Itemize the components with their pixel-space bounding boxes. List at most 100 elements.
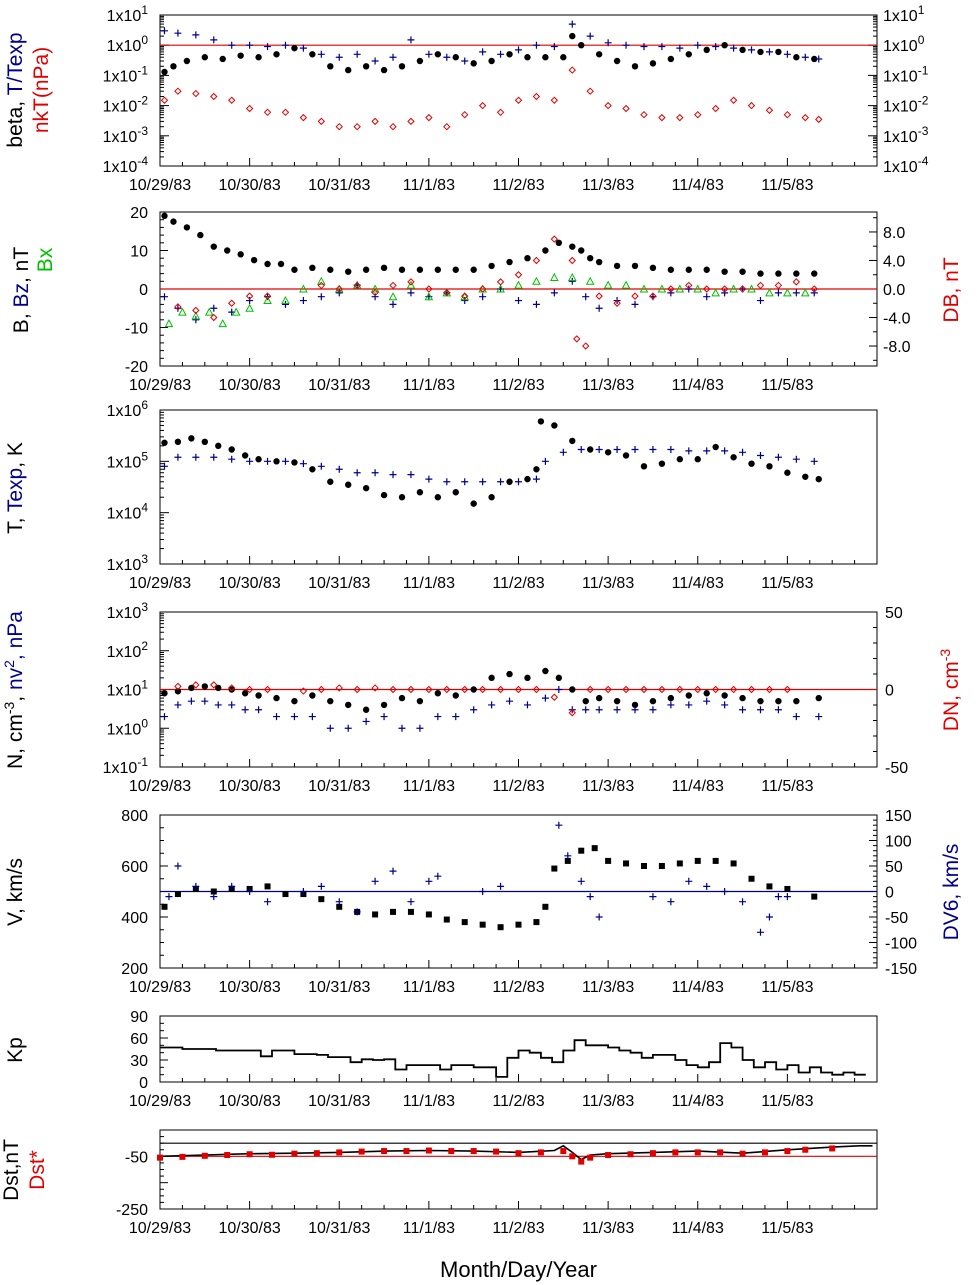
nv2-point: [160, 713, 168, 721]
beta-point: [219, 55, 226, 63]
db-point: [496, 278, 505, 286]
nkt-npa--point: [317, 117, 326, 126]
dst-star-point: [649, 1150, 656, 1157]
db-point: [353, 281, 361, 290]
texp-point: [792, 455, 800, 463]
t-point: [228, 446, 235, 453]
x-tick-label: 10/29/83: [129, 177, 191, 194]
x-tick-label: 11/3/83: [582, 1220, 634, 1237]
beta-point: [631, 63, 639, 70]
beta-point: [542, 54, 549, 61]
x-tick-label: 11/1/83: [403, 778, 455, 795]
nkt-npa--point: [227, 96, 236, 104]
b-point: [277, 260, 285, 268]
t-texp-point: [299, 44, 307, 52]
b-point: [470, 266, 477, 273]
p2-y-label: B, Bz, nT: [10, 247, 33, 334]
dn-point: [299, 687, 308, 695]
x-tick-label: 11/5/83: [761, 575, 813, 592]
bx-point: [424, 292, 434, 301]
dn-point: [568, 709, 576, 717]
dst-star-point: [313, 1150, 320, 1157]
n-point: [739, 694, 746, 702]
t-point: [622, 452, 630, 459]
db-point: [371, 288, 379, 297]
y-tick-label: 1x100: [107, 716, 149, 738]
t-texp-point: [604, 39, 612, 47]
nkt-npa--point: [478, 101, 487, 110]
n-point: [775, 697, 782, 705]
texp-point: [810, 457, 818, 465]
v-point: [658, 863, 665, 869]
bx-point: [621, 280, 631, 289]
db-point: [649, 292, 657, 300]
v-point: [515, 921, 522, 928]
x-tick-label: 10/30/83: [218, 1220, 280, 1237]
bz-point: [532, 300, 540, 308]
nkt-npa--point: [747, 101, 756, 110]
x-tick-label: 10/29/83: [129, 778, 191, 795]
nkt-npa--point: [604, 101, 612, 110]
dn-point: [514, 685, 523, 694]
bx-point: [567, 272, 577, 281]
t-texp-point: [550, 43, 558, 51]
y-tick-label: 800: [121, 808, 148, 825]
dn-point: [496, 685, 505, 694]
t-point: [309, 466, 316, 473]
b-point: [757, 270, 764, 277]
y-tick-label: 1x101: [107, 678, 149, 700]
b-point: [613, 262, 621, 270]
y2-tick-label: -50: [885, 760, 908, 777]
dv6-point: [228, 882, 236, 890]
beta-point: [345, 66, 352, 74]
bz-point: [631, 300, 639, 308]
b-point: [327, 266, 334, 273]
t-point: [241, 452, 249, 459]
dn-point: [586, 685, 594, 694]
x-tick-label: 11/3/83: [582, 979, 634, 996]
beta-point: [649, 60, 657, 67]
db-point: [720, 285, 729, 293]
t-point: [398, 494, 406, 501]
beta-point: [161, 68, 168, 76]
db-point: [245, 292, 254, 300]
n-point: [452, 692, 459, 699]
x-tick-label: 11/1/83: [403, 575, 455, 592]
bz-point: [281, 300, 289, 308]
p3-y-label: T, Texp, K: [4, 442, 27, 534]
dv6-point: [192, 882, 200, 890]
y2-tick-label: 0: [885, 683, 894, 700]
dn-point: [245, 685, 254, 694]
nv2-point: [228, 701, 236, 709]
nv2-point: [649, 706, 657, 714]
t-point: [569, 437, 576, 445]
v-point: [533, 919, 540, 926]
bz-point: [774, 289, 782, 297]
y2-tick-label: 100: [885, 834, 912, 851]
bz-point: [568, 277, 576, 285]
db-point: [685, 281, 693, 290]
x-tick-label: 10/30/83: [218, 778, 280, 795]
x-tick-label: 11/5/83: [761, 377, 813, 394]
db-point: [335, 285, 343, 293]
bz-point: [810, 289, 818, 297]
b-point: [488, 262, 495, 270]
t-point: [815, 475, 822, 483]
bz-point: [667, 289, 675, 297]
db-point: [550, 235, 559, 243]
beta-point: [327, 63, 334, 70]
b-point: [161, 212, 168, 220]
bx-point: [675, 284, 685, 293]
beta-point: [703, 46, 710, 54]
beta-point: [739, 46, 746, 54]
beta-point: [775, 48, 782, 56]
t-texp-point: [371, 57, 379, 65]
v-point: [712, 857, 719, 864]
dn-point: [783, 685, 792, 694]
dst-star-point: [829, 1145, 836, 1152]
dn-point: [317, 685, 326, 694]
dv6-point: [783, 893, 791, 901]
x-tick-label: 10/31/83: [308, 1220, 370, 1237]
v-point: [479, 921, 486, 928]
